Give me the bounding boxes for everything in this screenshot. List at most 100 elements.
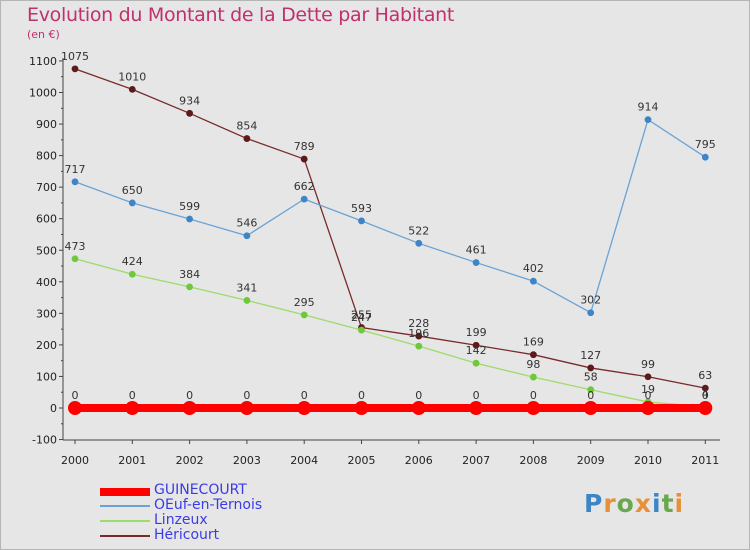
data-point-guinecourt: [68, 401, 82, 415]
data-label-linzeux: 341: [236, 281, 257, 294]
legend-item-oeuf-en-ternois: OEuf-en-Ternois: [100, 497, 400, 514]
data-label-guinecourt: 0: [129, 389, 136, 402]
x-tick-label: 2000: [61, 454, 89, 467]
data-label-oeuf-en-ternois: 914: [638, 101, 659, 114]
x-tick-label: 2001: [118, 454, 146, 467]
x-tick-label: 2007: [462, 454, 490, 467]
data-label-hericourt: 854: [236, 120, 257, 133]
data-point-oeuf-en-ternois: [300, 195, 308, 203]
data-point-oeuf-en-ternois: [243, 232, 251, 240]
chart-title: Evolution du Montant de la Dette par Hab…: [27, 4, 455, 26]
data-point-linzeux: [243, 297, 251, 304]
data-point-hericourt: [644, 373, 652, 381]
data-label-linzeux: 424: [122, 255, 143, 268]
data-point-guinecourt: [182, 401, 197, 415]
data-label-oeuf-en-ternois: 599: [179, 200, 200, 213]
data-point-linzeux: [128, 270, 136, 278]
logo-letter: i: [652, 489, 662, 518]
legend-swatch-guinecourt: [100, 488, 150, 496]
data-label-hericourt: 255: [351, 309, 372, 322]
data-point-guinecourt: [641, 401, 655, 415]
data-point-linzeux: [358, 326, 365, 334]
data-point-oeuf-en-ternois: [530, 277, 537, 285]
data-label-hericourt: 1010: [118, 70, 146, 83]
data-label-oeuf-en-ternois: 302: [580, 294, 601, 307]
data-point-hericourt: [128, 85, 136, 93]
data-point-guinecourt: [583, 401, 598, 415]
data-point-linzeux: [300, 311, 308, 319]
data-point-guinecourt: [239, 401, 254, 415]
data-point-linzeux: [530, 373, 537, 381]
y-tick-label: 200: [36, 339, 57, 352]
data-label-guinecourt: 0: [530, 389, 537, 402]
y-tick-label: -100: [32, 434, 57, 447]
data-point-guinecourt: [526, 401, 541, 415]
data-point-guinecourt: [469, 401, 484, 415]
data-label-hericourt: 199: [466, 326, 487, 339]
y-tick-label: 1100: [29, 55, 57, 68]
data-point-hericourt: [243, 135, 251, 142]
data-label-oeuf-en-ternois: 795: [695, 138, 716, 151]
data-point-guinecourt: [125, 401, 140, 415]
data-label-guinecourt: 0: [301, 389, 308, 402]
legend-item-guinecourt: GUINECOURT: [100, 482, 400, 499]
data-label-hericourt: 127: [580, 349, 601, 362]
data-label-hericourt: 1075: [61, 50, 89, 63]
y-tick-label: 900: [36, 118, 57, 131]
data-label-hericourt: 99: [641, 358, 655, 371]
y-tick-label: 500: [36, 244, 57, 257]
data-point-linzeux: [71, 255, 79, 263]
legend-label-linzeux: Linzeux: [154, 512, 208, 528]
x-tick-label: 2011: [691, 454, 719, 467]
chart-unit-label: (en €): [27, 28, 60, 41]
data-label-guinecourt: 0: [645, 389, 652, 402]
data-label-guinecourt: 0: [358, 389, 365, 402]
data-point-guinecourt: [411, 401, 426, 415]
series-line-oeuf-en-ternois: [74, 118, 706, 314]
legend-label-oeuf-en-ternois: OEuf-en-Ternois: [154, 497, 263, 513]
data-label-oeuf-en-ternois: 717: [65, 163, 86, 176]
data-label-oeuf-en-ternois: 593: [351, 202, 372, 215]
data-point-hericourt: [701, 384, 709, 392]
data-point-oeuf-en-ternois: [415, 239, 423, 247]
data-label-linzeux: 295: [294, 296, 315, 309]
data-label-oeuf-en-ternois: 650: [122, 184, 143, 197]
data-point-oeuf-en-ternois: [472, 259, 480, 266]
data-point-oeuf-en-ternois: [71, 178, 79, 186]
y-tick-label: 700: [36, 181, 57, 194]
data-label-oeuf-en-ternois: 546: [236, 217, 257, 230]
proxiti-logo: Proxiti: [584, 489, 684, 518]
logo-letter: i: [674, 489, 685, 518]
x-tick-label: 2009: [577, 454, 605, 467]
data-point-oeuf-en-ternois: [701, 153, 709, 161]
y-tick-label: 0: [50, 402, 57, 415]
x-tick-label: 2008: [519, 454, 547, 467]
data-point-oeuf-en-ternois: [587, 309, 595, 317]
data-label-guinecourt: 0: [186, 389, 193, 402]
y-tick-label: 400: [36, 276, 57, 289]
data-label-guinecourt: 0: [72, 389, 79, 402]
legend-swatch-linzeux: [100, 520, 150, 522]
series-line-linzeux: [74, 258, 706, 408]
legend-swatch-oeuf-en-ternois: [100, 505, 150, 507]
data-label-linzeux: 142: [466, 344, 487, 357]
legend-label-guinecourt: GUINECOURT: [154, 482, 247, 498]
data-point-hericourt: [530, 351, 537, 359]
y-tick-label: 300: [36, 307, 57, 320]
data-point-hericourt: [300, 155, 308, 163]
legend-label-hericourt: Héricourt: [154, 527, 220, 543]
data-label-oeuf-en-ternois: 402: [523, 262, 544, 275]
logo-letter: r: [603, 489, 617, 518]
data-label-guinecourt: 0: [473, 389, 480, 402]
data-label-linzeux: 98: [526, 358, 540, 371]
data-point-linzeux: [472, 359, 480, 367]
y-tick-label: 1000: [29, 87, 57, 100]
data-point-guinecourt: [354, 401, 369, 415]
legend-item-hericourt: Héricourt: [100, 527, 400, 544]
data-label-linzeux: 58: [584, 371, 598, 384]
data-point-hericourt: [71, 65, 79, 73]
series-line-hericourt: [74, 68, 706, 389]
data-point-linzeux: [186, 283, 194, 291]
data-label-oeuf-en-ternois: 461: [466, 244, 487, 257]
